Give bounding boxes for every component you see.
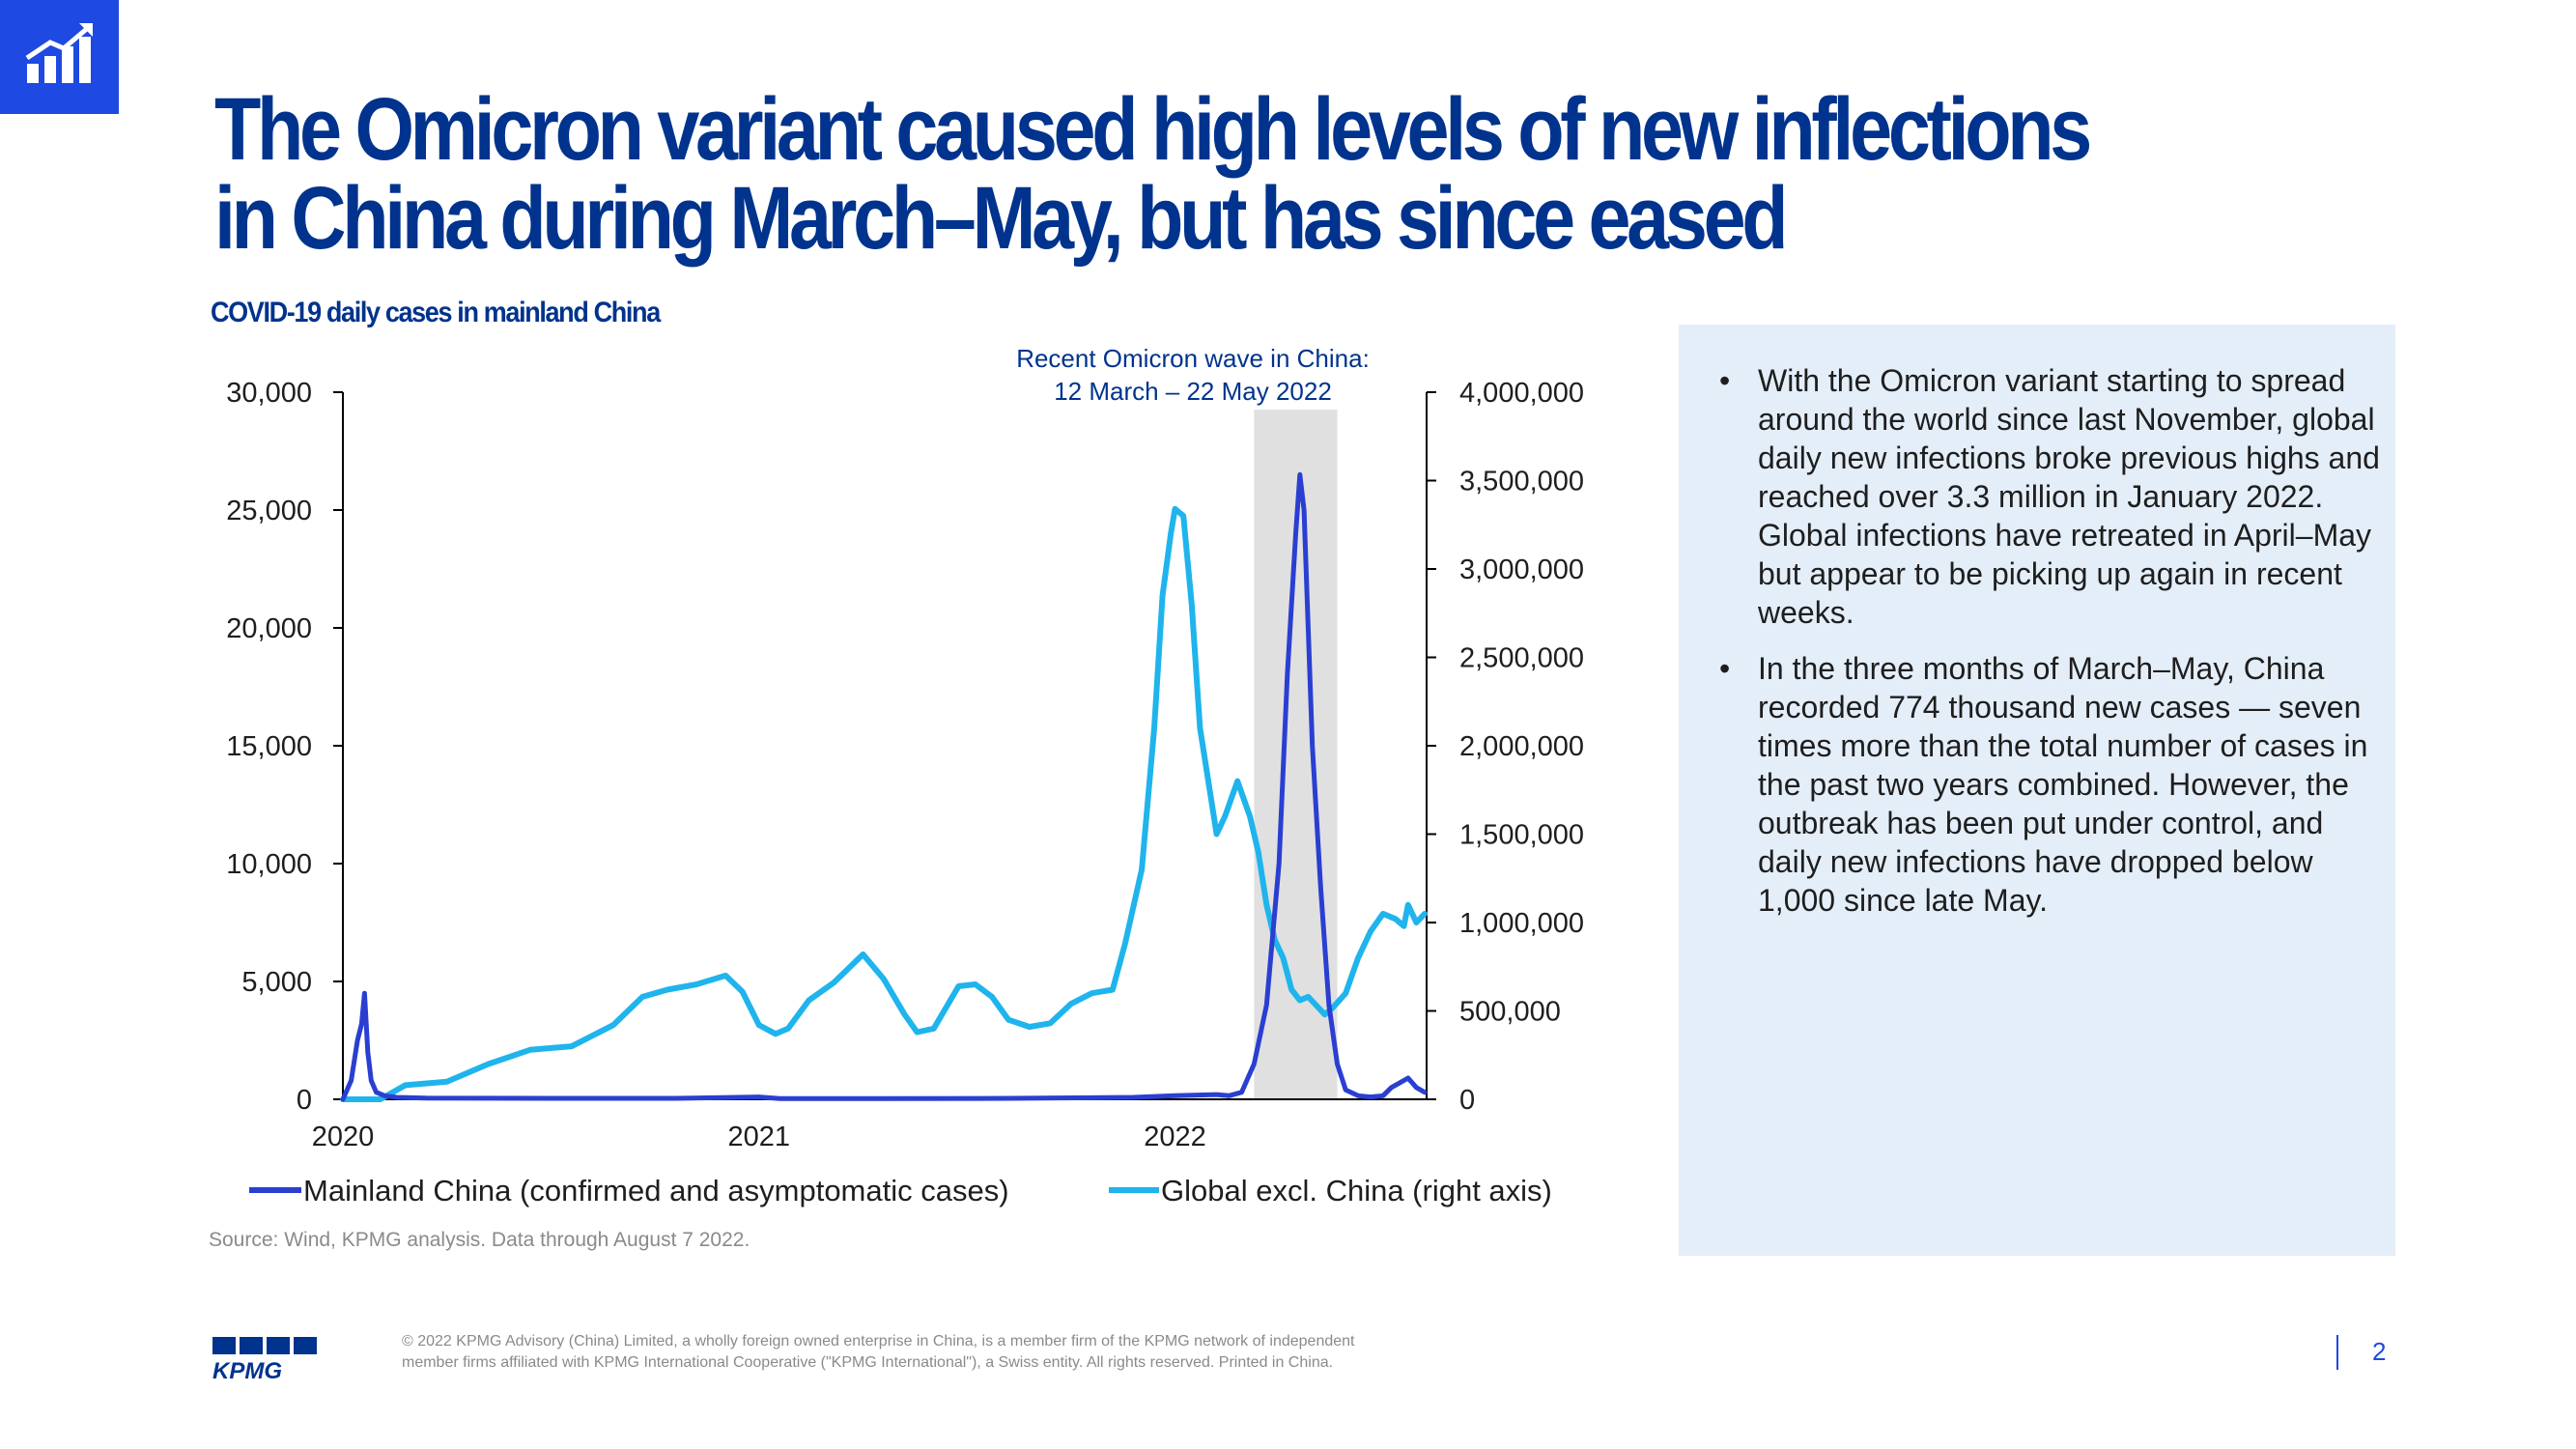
source-note: Source: Wind, KPMG analysis. Data throug… (209, 1229, 750, 1251)
commentary-list: With the Omicron variant starting to spr… (1715, 361, 2382, 937)
bar-chart-growth-icon (25, 23, 93, 83)
x-tick-label: 2021 (728, 1122, 791, 1152)
annotation-line-1: Recent Omicron wave in China: (1016, 344, 1370, 373)
left-y-tick-label: 20,000 (226, 613, 312, 644)
page-number: 2 (2372, 1337, 2387, 1366)
kpmg-logo: KPMG (212, 1337, 317, 1381)
svg-text:KPMG: KPMG (212, 1358, 282, 1381)
right-y-tick-label: 3,000,000 (1459, 554, 1584, 585)
series-line-global-excl-china (340, 505, 1428, 1102)
x-tick-label: 2022 (1144, 1122, 1206, 1152)
corner-badge (0, 0, 119, 114)
right-y-tick-label: 4,000,000 (1459, 378, 1584, 409)
legend-label-mainland: Mainland China (confirmed and asymptomat… (303, 1174, 1009, 1208)
slide-title: The Omicron variant caused high levels o… (214, 80, 2092, 268)
chart-subtitle: COVID-19 daily cases in mainland China (211, 297, 661, 328)
right-y-tick-label: 3,500,000 (1459, 467, 1584, 497)
left-y-tick-label: 10,000 (226, 849, 312, 880)
page-number-rule (2336, 1335, 2338, 1370)
covid-line-chart: Recent Omicron wave in China: 12 March – … (226, 344, 1584, 1208)
left-y-tick-label: 15,000 (226, 731, 312, 762)
commentary-bullet-global: With the Omicron variant starting to spr… (1715, 361, 2382, 632)
series-line-mainland-china (340, 471, 1428, 1102)
legend-label-global: Global excl. China (right axis) (1161, 1174, 1552, 1208)
legal-footer: © 2022 KPMG Advisory (China) Limited, a … (402, 1333, 1355, 1371)
right-y-tick-label: 2,500,000 (1459, 643, 1584, 674)
commentary-panel: With the Omicron variant starting to spr… (1679, 325, 2395, 1256)
annotation-line-2: 12 March – 22 May 2022 (1054, 377, 1332, 406)
left-y-tick-label: 0 (297, 1085, 312, 1116)
right-y-tick-label: 1,500,000 (1459, 820, 1584, 851)
right-y-tick-label: 2,000,000 (1459, 731, 1584, 762)
left-y-tick-label: 25,000 (226, 496, 312, 526)
commentary-bullet-china: In the three months of March–May, China … (1715, 649, 2382, 920)
x-tick-label: 2020 (312, 1122, 375, 1152)
right-y-tick-label: 0 (1459, 1085, 1475, 1116)
left-y-tick-label: 5,000 (241, 967, 312, 998)
left-y-tick-label: 30,000 (226, 378, 312, 409)
right-y-tick-label: 1,000,000 (1459, 908, 1584, 939)
chart-area: Recent Omicron wave in China: 12 March – … (226, 344, 1584, 1208)
right-y-tick-label: 500,000 (1459, 997, 1561, 1028)
